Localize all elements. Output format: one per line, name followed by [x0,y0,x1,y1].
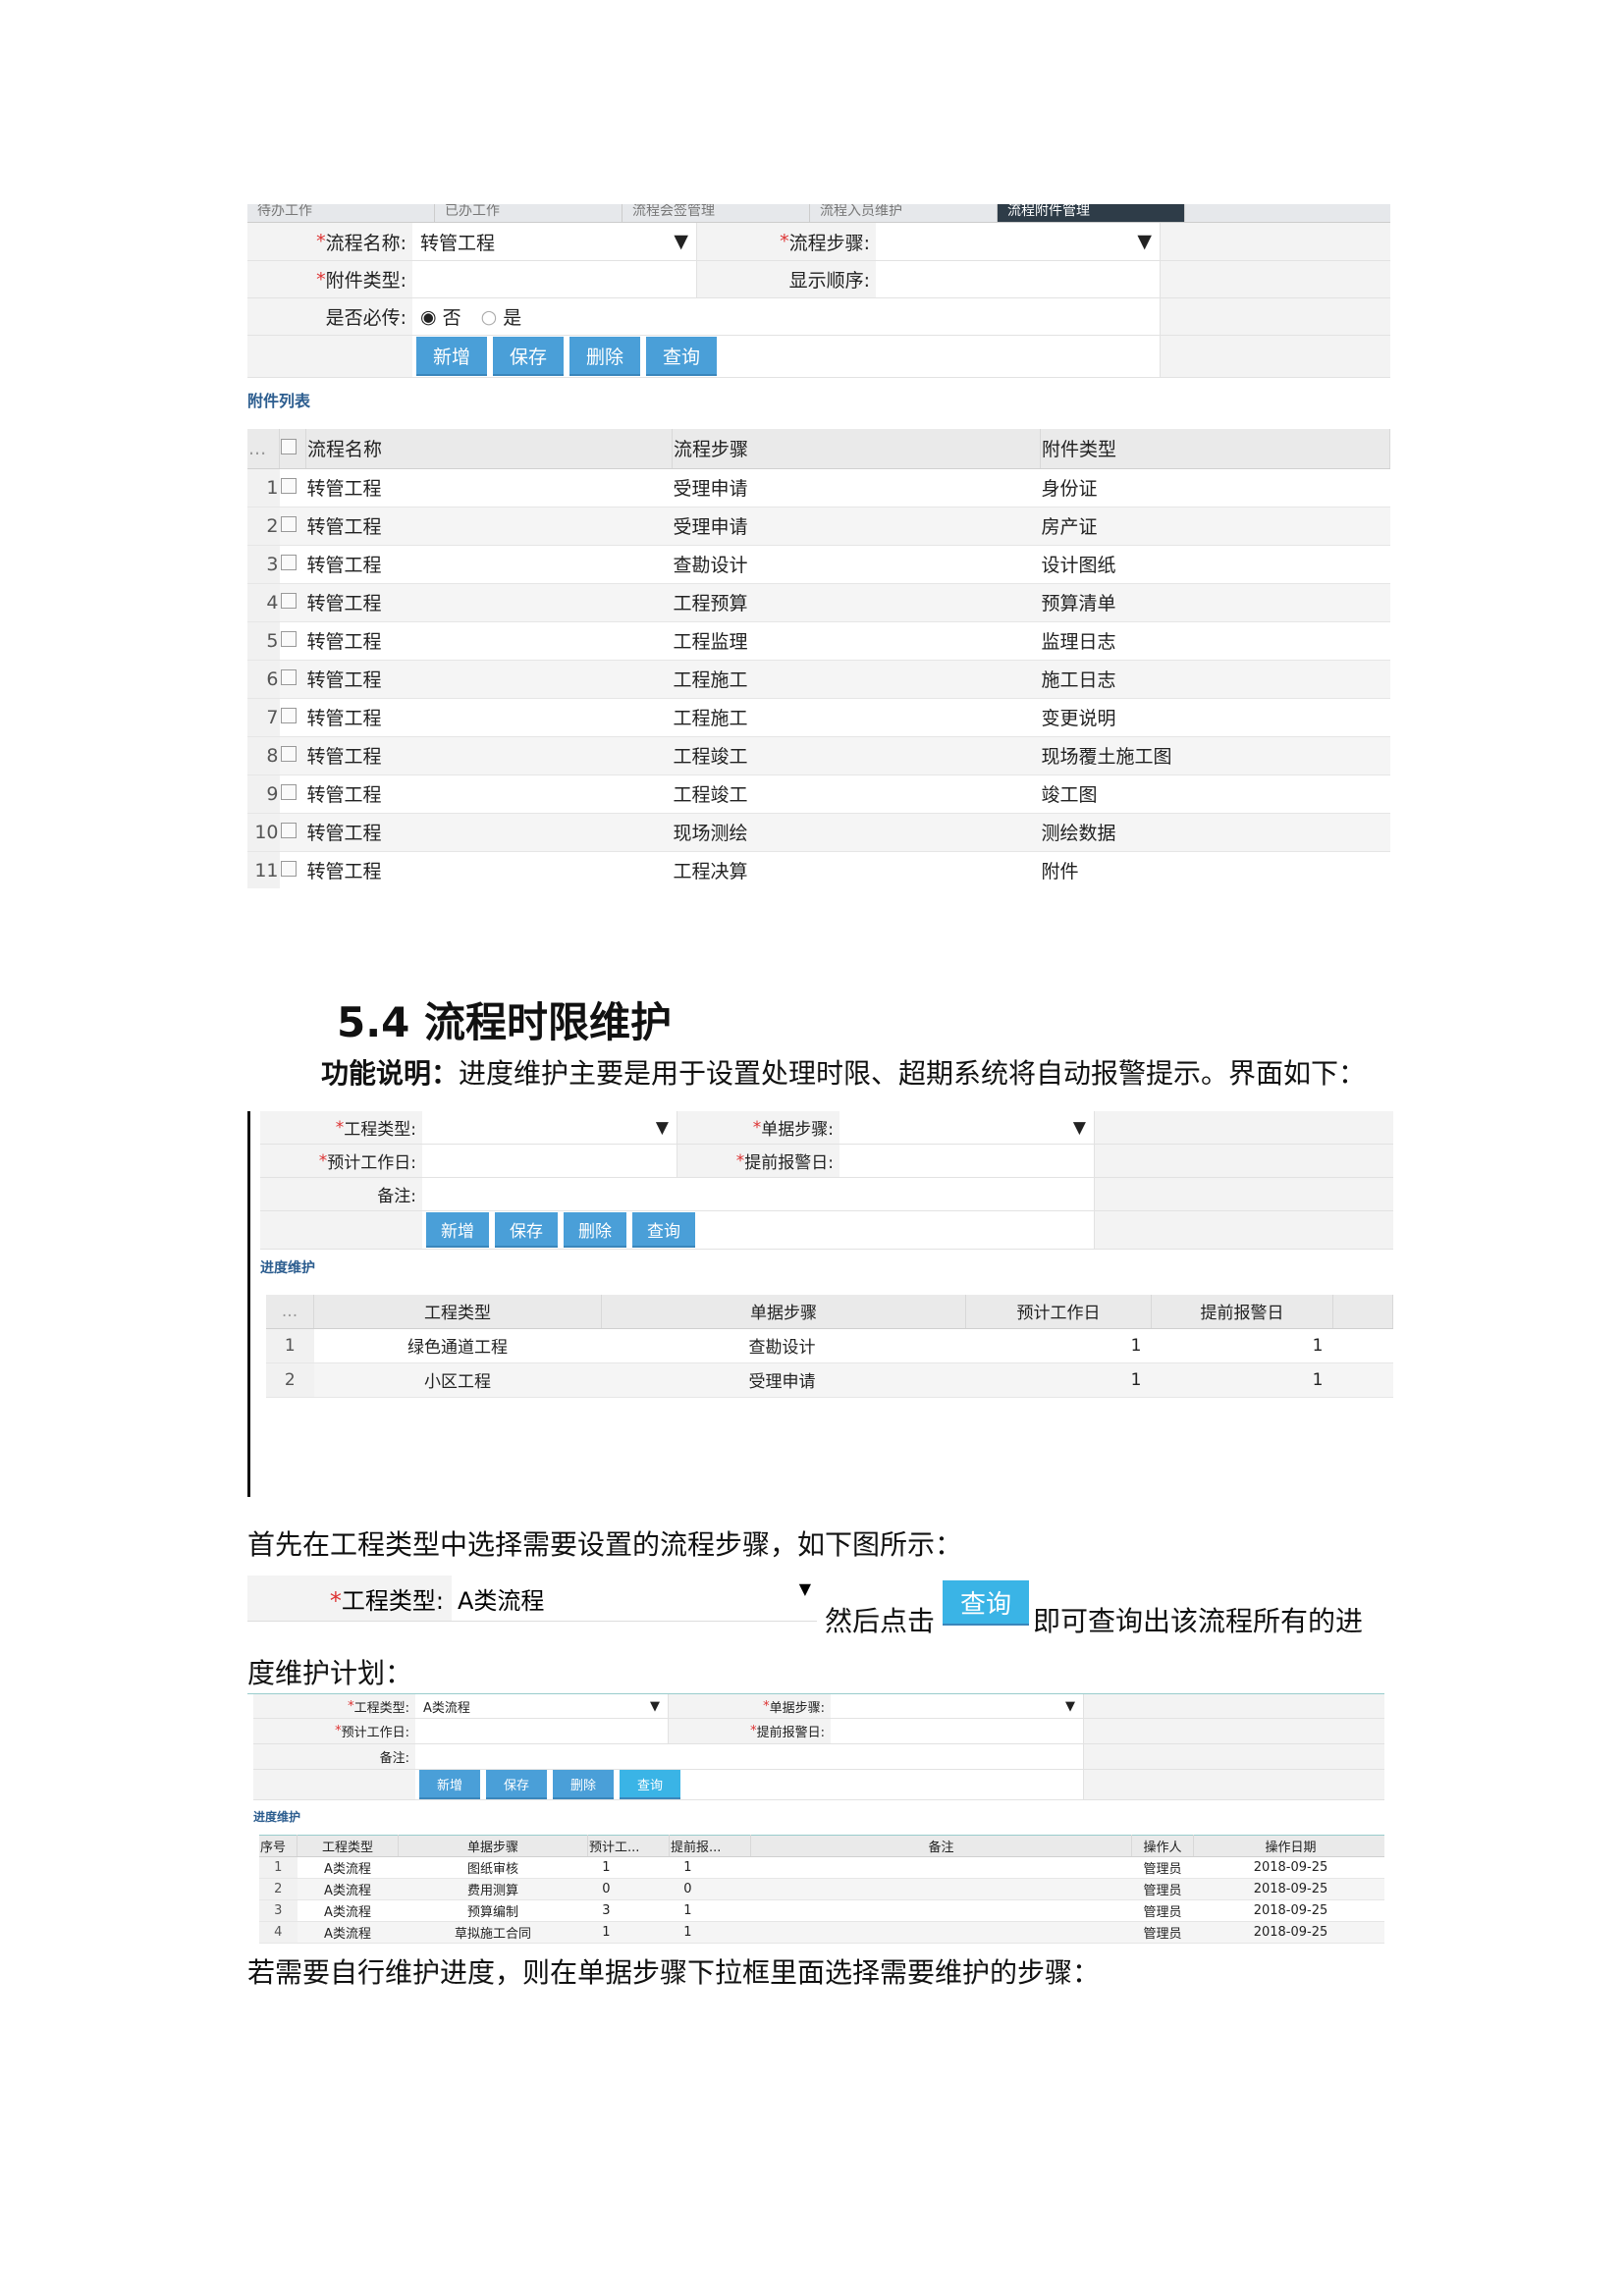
table-row[interactable]: 1 绿色通道工程 查勘设计 1 1 [266,1328,1393,1363]
table-row[interactable]: 2 小区工程 受理申请 1 1 [266,1362,1393,1398]
required-label: 是否必传: [325,307,406,329]
row-checkbox[interactable] [280,554,297,570]
tab-personnel[interactable]: 流程入员维护 [810,204,998,222]
progress-table: ... 工程类型 单据步骤 预计工作日 提前报警日 1 绿色通道工程 查勘设计 1 1 2… [266,1295,1393,1398]
radio-no[interactable]: ◉ [420,305,437,328]
delete-button[interactable]: 删除 [564,1212,626,1248]
progress-maintenance-screenshot: * 工程类型: ▼ * 单据步骤: ▼ * 预计工作日: * 提前报警日: 备注: 新增… [247,1111,1393,1497]
tab-countersign[interactable]: 流程会签管理 [623,204,810,222]
tab-bar: 待办工作 已办工作 流程会签管理 流程入员维护 流程附件管理 [247,204,1390,223]
radio-yes[interactable]: ○ [480,305,498,328]
row-checkbox[interactable] [280,515,297,532]
tab-done[interactable]: 已办工作 [435,204,623,222]
table-row[interactable]: 5 转管工程 工程监理 监理日志 [247,621,1390,661]
attachment-management-screenshot: 待办工作 已办工作 流程会签管理 流程入员维护 流程附件管理 * 流程名称: 转管… [247,204,1390,888]
add-button[interactable]: 新增 [419,1770,480,1799]
tab-todo[interactable]: 待办工作 [247,204,435,222]
query-button[interactable]: 查询 [646,337,717,376]
delete-button[interactable]: 删除 [569,337,640,376]
progress-plan-table: 序号 工程类型 单据步骤 预计工... 提前报... 备注 操作人 操作日期 1… [259,1835,1384,1944]
inline-form-snippet: *工程类型: A类流程 ▼ [247,1575,817,1622]
desc-text: 进度维护主要是用于设置处理时限、超期系统将自动报警提示。界面如下： [459,1057,1367,1090]
step-select[interactable]: ▼ [839,1111,1095,1144]
table-row[interactable]: 8 转管工程 工程竣工 现场覆土施工图 [247,736,1390,775]
dropdown-arrow-icon: ▼ [655,1117,669,1138]
display-order-input[interactable] [876,261,1161,297]
dropdown-arrow-icon: ▼ [1137,231,1152,252]
dropdown-arrow-icon: ▼ [1072,1117,1086,1138]
query-button-inline: 查询 [943,1580,1029,1626]
table-row[interactable]: 10 转管工程 现场测绘 测绘数据 [247,813,1390,852]
row-checkbox[interactable] [280,592,297,609]
step-select[interactable]: ▼ [831,1694,1084,1718]
warn-days-input[interactable] [831,1719,1084,1743]
attachment-table: ... 流程名称 流程步骤 附件类型 1 转管工程 受理申请 身份证 2 转管工程 受理申请… [247,429,1390,888]
progress-query-screenshot: * 工程类型: A类流程 ▼ * 单据步骤: ▼ * 预计工作日: * 提前报警日: 备注… [247,1693,1384,1945]
query-button[interactable]: 查询 [620,1770,680,1799]
query-button[interactable]: 查询 [632,1212,695,1248]
project-type-select[interactable]: A类流程 ▼ [415,1694,669,1718]
row-checkbox[interactable] [280,745,297,762]
table-row[interactable]: 3 转管工程 查勘设计 设计图纸 [247,545,1390,584]
display-order-label: 显示顺序: [788,270,870,292]
table-row[interactable]: 4 A类流程 草拟施工合同 1 1 管理员 2018-09-25 [259,1921,1384,1944]
table-row[interactable]: 7 转管工程 工程施工 变更说明 [247,698,1390,737]
process-step-label: 流程步骤: [788,232,870,254]
dropdown-arrow-icon: ▼ [674,231,688,252]
process-name-select[interactable]: 转管工程 ▼ [412,223,697,260]
save-button[interactable]: 保存 [493,337,564,376]
work-days-input[interactable] [422,1145,677,1177]
save-button[interactable]: 保存 [486,1770,547,1799]
table-row[interactable]: 2 转管工程 受理申请 房产证 [247,507,1390,546]
paragraph: 首先在工程类型中选择需要设置的流程步骤，如下图所示： [247,1528,963,1561]
section-title: 附件列表 [247,392,311,410]
table-row[interactable]: 1 转管工程 受理申请 身份证 [247,468,1390,507]
note-input[interactable] [415,1744,1084,1769]
row-checkbox[interactable] [280,668,297,685]
row-checkbox[interactable] [280,860,297,877]
note-input[interactable] [422,1178,1095,1210]
row-checkbox[interactable] [280,477,297,494]
project-type-select[interactable]: ▼ [422,1111,677,1144]
add-button[interactable]: 新增 [416,337,487,376]
select-all-checkbox[interactable] [281,438,297,454]
delete-button[interactable]: 删除 [553,1770,614,1799]
row-checkbox[interactable] [280,630,297,647]
project-type-select[interactable]: A类流程 ▼ [452,1575,817,1621]
table-row[interactable]: 11 转管工程 工程决算 附件 [247,851,1390,888]
attach-type-label: 附件类型: [325,270,406,292]
row-checkbox[interactable] [280,783,297,800]
desc-bold: 功能说明： [321,1057,460,1090]
row-checkbox[interactable] [280,822,297,838]
dropdown-arrow-icon: ▼ [798,1578,811,1598]
table-row[interactable]: 2 A类流程 费用测算 0 0 管理员 2018-09-25 [259,1878,1384,1900]
dropdown-arrow-icon: ▼ [650,1698,660,1714]
table-row[interactable]: 1 A类流程 图纸审核 1 1 管理员 2018-09-25 [259,1856,1384,1879]
table-row[interactable]: 3 A类流程 预算编制 3 1 管理员 2018-09-25 [259,1899,1384,1922]
attach-type-input[interactable] [412,261,697,297]
work-days-input[interactable] [415,1719,669,1743]
tab-attachment[interactable]: 流程附件管理 [998,204,1185,222]
dropdown-arrow-icon: ▼ [1065,1698,1075,1714]
warn-days-input[interactable] [839,1145,1095,1177]
add-button[interactable]: 新增 [426,1212,489,1248]
table-row[interactable]: 9 转管工程 工程竣工 竣工图 [247,774,1390,814]
table-row[interactable]: 6 转管工程 工程施工 施工日志 [247,660,1390,699]
section-heading: 5.4 流程时限维护 [337,998,673,1046]
process-step-select[interactable]: ▼ [876,223,1161,260]
process-name-label: 流程名称: [325,232,406,254]
save-button[interactable]: 保存 [495,1212,558,1248]
row-checkbox[interactable] [280,707,297,723]
table-row[interactable]: 4 转管工程 工程预算 预算清单 [247,583,1390,622]
